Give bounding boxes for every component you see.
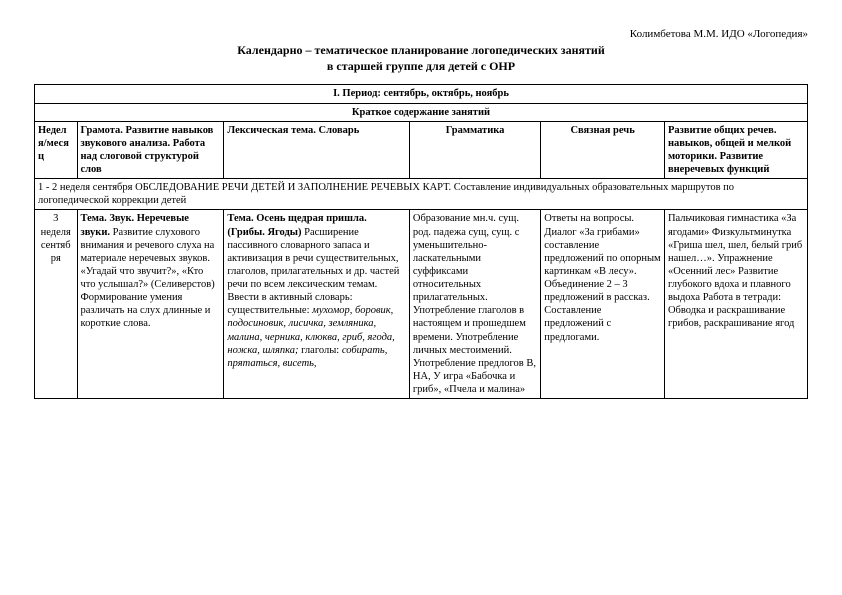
page-root: Колимбетова М.М. ИДО «Логопедия» Календа…: [0, 0, 842, 399]
survey-cell: 1 - 2 неделя сентября ОБСЛЕДОВАНИЕ РЕЧИ …: [35, 179, 808, 210]
title-line-1: Календарно – тематическое планирование л…: [237, 43, 605, 57]
row1-development: Пальчиковая гимнастика «За ягодами» Физк…: [664, 210, 807, 399]
survey-row: 1 - 2 неделя сентября ОБСЛЕДОВАНИЕ РЕЧИ …: [35, 179, 808, 210]
author-line: Колимбетова М.М. ИДО «Логопедия»: [34, 28, 808, 40]
content-header: Краткое содержание занятий: [35, 103, 808, 121]
period-header: I. Период: сентябрь, октябрь, ноябрь: [35, 85, 808, 103]
title-block: Календарно – тематическое планирование л…: [34, 42, 808, 74]
title-line-2: в старшей группе для детей с ОНР: [327, 59, 515, 73]
row1-speech: Ответы на вопросы. Диалог «За грибами» с…: [541, 210, 665, 399]
col-grammar: Грамматика: [409, 121, 540, 179]
col-lexical: Лексическая тема. Словарь: [224, 121, 410, 179]
column-headers: Недел я/меся ц Грамота. Развитие навыков…: [35, 121, 808, 179]
period-row: I. Период: сентябрь, октябрь, ноябрь: [35, 85, 808, 103]
col-week: Недел я/меся ц: [35, 121, 78, 179]
row1-gramota: Тема. Звук. Неречевые звуки. Развитие сл…: [77, 210, 224, 399]
col-gramota: Грамота. Развитие навыков звукового анал…: [77, 121, 224, 179]
row1-lexical: Тема. Осень щедрая пришла. (Грибы. Ягоды…: [224, 210, 410, 399]
plan-table: I. Период: сентябрь, октябрь, ноябрь Кра…: [34, 84, 808, 399]
col-speech: Связная речь: [541, 121, 665, 179]
row1-grammar: Образование мн.ч. сущ. род. падежа сущ, …: [409, 210, 540, 399]
content-row: Краткое содержание занятий: [35, 103, 808, 121]
data-row-1: 3 неделя сентяб ря Тема. Звук. Неречевые…: [35, 210, 808, 399]
row1-week: 3 неделя сентяб ря: [35, 210, 78, 399]
col-development: Развитие общих речев. навыков, общей и м…: [664, 121, 807, 179]
row1-gramota-rest: Развитие слухового внимания и речевого с…: [81, 227, 215, 330]
row1-lexical-r3a: глаголы:: [301, 345, 342, 356]
